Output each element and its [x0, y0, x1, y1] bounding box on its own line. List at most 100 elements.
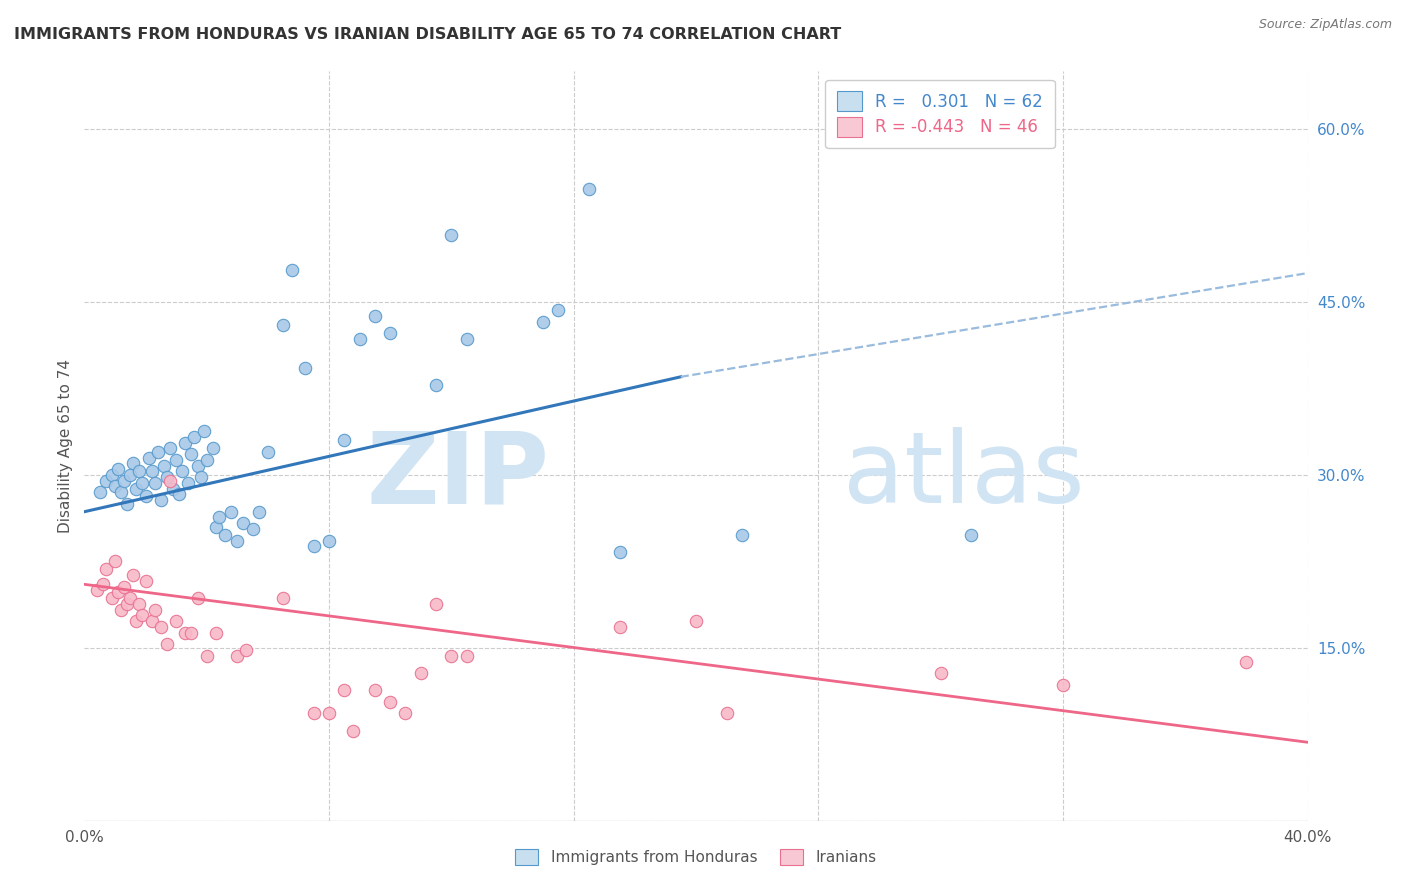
Point [159, 474, 181, 488]
Point [456, 332, 478, 346]
Point [146, 444, 169, 458]
Point [174, 625, 197, 640]
Point [195, 648, 218, 663]
Point [89, 485, 111, 500]
Point [318, 533, 340, 548]
Point [195, 453, 218, 467]
Point [120, 591, 142, 606]
Point [186, 458, 208, 473]
Point [125, 482, 148, 496]
Point [929, 666, 952, 681]
Text: ZIP: ZIP [367, 427, 550, 524]
Point [1052, 678, 1074, 692]
Point [294, 360, 316, 375]
Point [115, 597, 138, 611]
Point [172, 464, 194, 478]
Point [333, 683, 356, 698]
Point [101, 467, 124, 482]
Point [685, 614, 707, 628]
Point [143, 475, 166, 490]
Point [180, 625, 202, 640]
Point [94, 474, 117, 488]
Point [232, 516, 254, 531]
Point [153, 458, 176, 473]
Point [94, 562, 117, 576]
Point [531, 314, 554, 328]
Point [257, 444, 280, 458]
Point [186, 591, 208, 606]
Point [183, 430, 205, 444]
Point [440, 228, 463, 243]
Point [165, 614, 187, 628]
Point [101, 591, 124, 606]
Point [141, 464, 163, 478]
Point [380, 326, 402, 340]
Point [425, 597, 447, 611]
Point [165, 453, 187, 467]
Point [104, 479, 127, 493]
Point [609, 545, 631, 559]
Point [302, 539, 325, 553]
Point [86, 583, 108, 598]
Point [190, 470, 212, 484]
Point [333, 434, 356, 448]
Point [716, 706, 738, 721]
Point [115, 497, 138, 511]
Point [131, 608, 153, 623]
Point [349, 332, 371, 346]
Point [318, 706, 340, 721]
Point [201, 442, 224, 456]
Point [226, 648, 249, 663]
Point [609, 620, 631, 634]
Point [122, 456, 145, 470]
Point [122, 568, 145, 582]
Point [731, 528, 754, 542]
Point [125, 614, 148, 628]
Point [128, 597, 150, 611]
Point [214, 528, 236, 542]
Point [440, 648, 463, 663]
Point [302, 706, 325, 721]
Point [141, 614, 163, 628]
Point [1236, 655, 1258, 669]
Point [110, 485, 132, 500]
Y-axis label: Disability Age 65 to 74: Disability Age 65 to 74 [58, 359, 73, 533]
Point [104, 554, 127, 568]
Point [242, 522, 264, 536]
Point [110, 603, 132, 617]
Point [960, 528, 983, 542]
Point [226, 533, 249, 548]
Point [107, 585, 129, 599]
Point [174, 435, 197, 450]
Point [271, 591, 294, 606]
Legend: Immigrants from Honduras, Iranians: Immigrants from Honduras, Iranians [508, 842, 884, 873]
Point [425, 378, 447, 392]
Point [162, 482, 184, 496]
Point [131, 475, 153, 490]
Point [112, 474, 135, 488]
Point [91, 577, 114, 591]
Point [247, 505, 270, 519]
Point [342, 723, 364, 738]
Point [271, 318, 294, 332]
Point [456, 648, 478, 663]
Point [364, 683, 387, 698]
Point [135, 489, 157, 503]
Point [578, 182, 600, 196]
Point [547, 303, 569, 318]
Point [112, 580, 135, 594]
Point [219, 505, 242, 519]
Point [177, 475, 200, 490]
Point [205, 625, 228, 640]
Text: atlas: atlas [842, 427, 1084, 524]
Point [364, 309, 387, 323]
Point [156, 470, 179, 484]
Point [135, 574, 157, 588]
Text: IMMIGRANTS FROM HONDURAS VS IRANIAN DISABILITY AGE 65 TO 74 CORRELATION CHART: IMMIGRANTS FROM HONDURAS VS IRANIAN DISA… [14, 27, 841, 42]
Point [180, 447, 202, 461]
Point [143, 603, 166, 617]
Point [128, 464, 150, 478]
Text: Source: ZipAtlas.com: Source: ZipAtlas.com [1258, 18, 1392, 31]
Point [156, 637, 179, 651]
Point [380, 695, 402, 709]
